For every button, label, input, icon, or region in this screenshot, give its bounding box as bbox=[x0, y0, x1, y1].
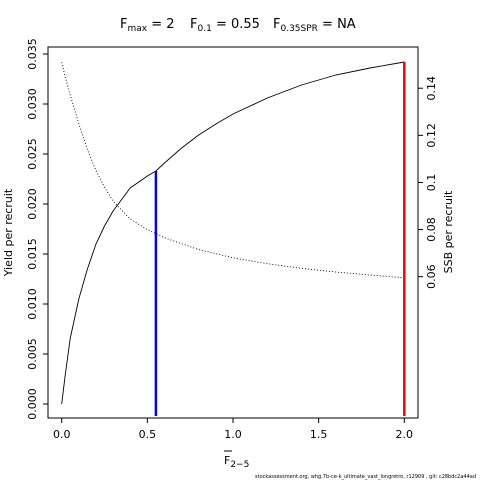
y-tick-label: 0.025 bbox=[26, 138, 39, 170]
yield-per-recruit-curve bbox=[61, 61, 405, 405]
x-tick-label: 1.0 bbox=[224, 428, 242, 441]
y-tick-label: 0.000 bbox=[26, 388, 39, 420]
y2-tick-label: 0.06 bbox=[425, 264, 438, 289]
y2-tick-label: 0.1 bbox=[425, 174, 438, 192]
y-tick-label: 0.020 bbox=[26, 188, 39, 220]
chart-title: Fmax = 2 F0.1 = 0.55 F0.35SPR = NA bbox=[120, 17, 356, 34]
footer-credit: stockassessment.org, whg.7b-ce-k_ultimat… bbox=[255, 474, 476, 480]
title-part: F0.1 = 0.55 bbox=[190, 17, 260, 34]
x-tick-label: 0.5 bbox=[139, 428, 157, 441]
y-tick-label: 0.005 bbox=[26, 338, 39, 370]
title-part: F0.35SPR = NA bbox=[273, 17, 356, 34]
reference-lines bbox=[154, 62, 406, 416]
y-tick-label: 0.035 bbox=[26, 38, 39, 70]
y-axis-label: Yield per recruit bbox=[2, 188, 15, 277]
y2-tick-label: 0.08 bbox=[425, 217, 438, 242]
y-tick-label: 0.030 bbox=[26, 88, 39, 120]
x-tick-label: 1.5 bbox=[310, 428, 328, 441]
x-axis: 0.0 0.5 1.0 1.5 2.0 bbox=[53, 418, 413, 441]
curves bbox=[61, 61, 405, 405]
plot-frame bbox=[47, 46, 419, 419]
y2-tick-label: 0.14 bbox=[425, 76, 438, 101]
y2-tick-label: 0.12 bbox=[425, 123, 438, 148]
title-part: Fmax = 2 bbox=[120, 17, 175, 34]
y-tick-label: 0.015 bbox=[26, 238, 39, 270]
y2-axis-label: SSB per recruit bbox=[442, 190, 455, 273]
x-axis-label: F2−5 bbox=[224, 450, 249, 470]
y-axis-right: 0.06 0.08 0.1 0.12 0.14 bbox=[418, 76, 438, 289]
x-label-text: F2−5 bbox=[224, 454, 249, 470]
y-tick-label: 0.010 bbox=[26, 288, 39, 320]
x-tick-label: 2.0 bbox=[396, 428, 414, 441]
ssb-per-recruit-curve bbox=[61, 62, 405, 279]
y-axis-left: 0.000 0.005 0.010 0.015 0.020 0.025 0.030 0.035 bbox=[26, 38, 48, 420]
x-tick-label: 0.0 bbox=[53, 428, 71, 441]
